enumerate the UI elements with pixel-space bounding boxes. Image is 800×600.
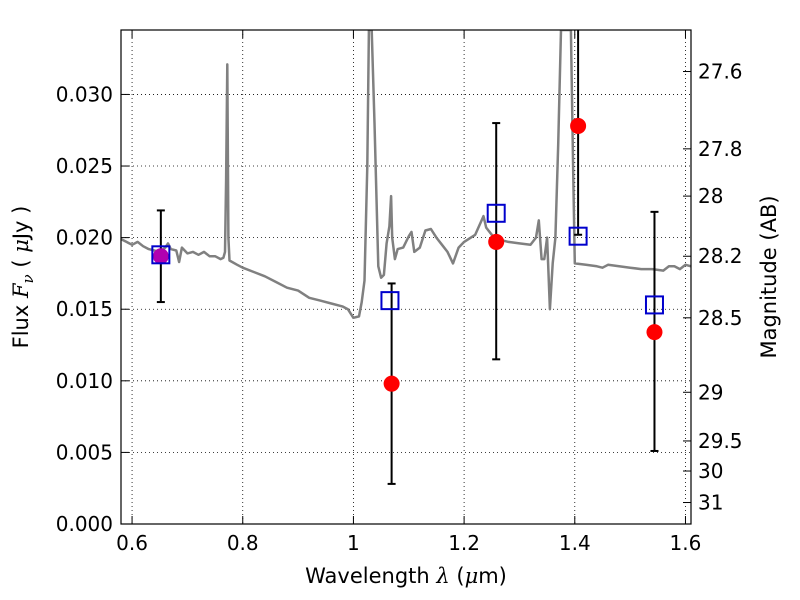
y-tick-label-1: 0.005 bbox=[56, 440, 113, 464]
y-axis-title-prefix: Flux bbox=[9, 298, 33, 348]
y-axis-flux-symbol: F bbox=[9, 282, 33, 299]
synthetic-square-4 bbox=[644, 295, 664, 315]
y2-tick-label-1: 27.8 bbox=[698, 137, 743, 161]
y2-tick-label-6: 29.5 bbox=[698, 429, 743, 453]
x-axis-title: Wavelength λ (μm) bbox=[305, 564, 507, 588]
plot-frame bbox=[120, 29, 692, 525]
y-axis-unit-mu: μ bbox=[9, 239, 33, 253]
y-tick-label-3: 0.015 bbox=[56, 297, 113, 321]
observed-point-3 bbox=[570, 117, 587, 134]
synthetic-square-0 bbox=[151, 245, 171, 265]
model-spectrum-layer bbox=[121, 30, 691, 320]
x-axis-title-prefix: Wavelength bbox=[305, 564, 436, 588]
y-tick-label-6: 0.030 bbox=[56, 82, 113, 106]
synthetic-square-3 bbox=[568, 226, 588, 246]
plot-background bbox=[121, 30, 691, 524]
x-axis-unit-rest: m) bbox=[478, 564, 507, 588]
y2-tick-label-8: 31 bbox=[698, 491, 723, 515]
y2-axis-title: Magnitude (AB) bbox=[757, 195, 781, 358]
y2-tick-label-4: 28.5 bbox=[698, 306, 743, 330]
y2-tick-label-2: 28 bbox=[698, 184, 723, 208]
x-axis-unit-open: ( bbox=[450, 564, 465, 588]
observed-point-0 bbox=[152, 248, 169, 265]
y-axis-flux-subscript: ν bbox=[19, 274, 37, 283]
x-axis-unit-mu: μ bbox=[465, 564, 479, 588]
y-axis-unit-rest: Jy ) bbox=[9, 206, 33, 242]
y-tick-label-4: 0.020 bbox=[56, 226, 113, 250]
y-tick-label-2: 0.010 bbox=[56, 369, 113, 393]
model-spectrum-line bbox=[121, 30, 691, 320]
observed-point-2 bbox=[488, 233, 505, 250]
y-axis-unit-open: ( bbox=[9, 253, 33, 275]
synthetic-square-1 bbox=[380, 291, 400, 311]
x-tick-label-2: 1 bbox=[347, 531, 360, 555]
y2-tick-label-0: 27.6 bbox=[698, 60, 743, 84]
data-marks-layer bbox=[151, 30, 664, 485]
y2-tick-label-7: 30 bbox=[698, 459, 723, 483]
y-axis-title: Flux Fν ( μJy ) bbox=[9, 206, 37, 349]
y2-tick-label-5: 29 bbox=[698, 380, 723, 404]
x-tick-label-1: 0.8 bbox=[227, 531, 259, 555]
ticks-layer: 0.6 0.8 1 1.2 1.4 1.6 0.000 0.005 0.010 0.015 0.02… bbox=[56, 30, 743, 555]
y2-tick-label-3: 28.2 bbox=[698, 244, 743, 268]
synthetic-square-2 bbox=[486, 203, 506, 223]
x-tick-label-4: 1.4 bbox=[559, 531, 591, 555]
y-tick-label-5: 0.025 bbox=[56, 154, 113, 178]
observed-point-4 bbox=[646, 324, 663, 341]
x-axis-lambda-symbol: λ bbox=[435, 564, 449, 588]
x-tick-label-5: 1.6 bbox=[670, 531, 702, 555]
observed-point-1 bbox=[383, 375, 400, 392]
x-tick-label-3: 1.2 bbox=[448, 531, 480, 555]
y-tick-label-0: 0.000 bbox=[56, 512, 113, 536]
x-tick-label-0: 0.6 bbox=[116, 531, 148, 555]
